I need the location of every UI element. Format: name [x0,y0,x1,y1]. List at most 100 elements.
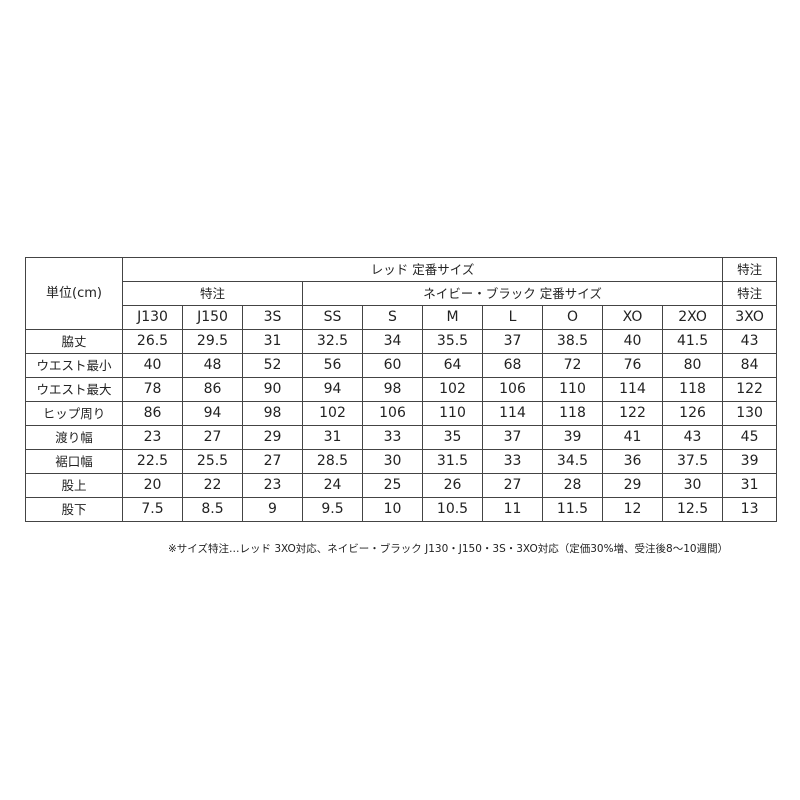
table-cell: 106 [362,401,423,426]
table-cell: 106 [482,377,543,402]
table-cell: 98 [362,377,423,402]
table-cell: 130 [722,401,778,426]
table-cell: 29 [242,425,303,450]
table-cell: 25.5 [182,449,243,474]
table-cell: 43 [661,425,724,450]
table-cell: 12.5 [661,497,724,522]
table-cell: 31.5 [422,449,483,474]
table-cell: 23 [122,425,183,450]
table-row: ヒップ周り 86 94 98 102 106 110 114 118 122 126 130 [25,401,778,426]
table-cell: 30 [362,449,423,474]
table-row: 股下 7.5 8.5 9 9.5 10 10.5 11 11.5 12 12.5 13 [25,497,778,522]
table-cell: 10.5 [422,497,483,522]
table-cell: 60 [362,353,423,378]
table-cell: 126 [661,401,724,426]
group-red-standard: レッド 定番サイズ [121,257,724,282]
table-cell: 94 [302,377,363,402]
table-cell: 7.5 [122,497,183,522]
table-cell: 28.5 [302,449,363,474]
row-label: 渡り幅 [25,425,123,450]
size-header-cell: J130 [122,305,183,330]
table-cell: 122 [722,377,778,402]
table-cell: 122 [602,401,663,426]
table-row: 渡り幅 23 27 29 31 33 35 37 39 41 43 45 [25,425,778,450]
table-cell: 24 [302,473,363,498]
group-special-left: 特注 [122,281,303,306]
table-cell: 23 [242,473,303,498]
table-row: 裾口幅 22.5 25.5 27 28.5 30 31.5 33 34.5 36 37.5 39 [25,449,778,474]
table-cell: 43 [722,329,778,354]
table-cell: 26 [422,473,483,498]
table-cell: 39 [722,449,778,474]
size-header-cell: 3XO [722,305,778,330]
group-navy-black-standard: ネイビー・ブラック 定番サイズ [301,281,724,306]
table-cell: 34 [362,329,423,354]
table-cell: 48 [182,353,243,378]
table-row: ウエスト最小 40 48 52 56 60 64 68 72 76 80 84 [25,353,778,378]
table-cell: 94 [182,401,243,426]
table-cell: 13 [722,497,778,522]
table-cell: 102 [422,377,483,402]
table-cell: 37 [482,425,543,450]
table-cell: 27 [182,425,243,450]
table-cell: 41 [602,425,663,450]
header-row-2: 特注 ネイビー・ブラック 定番サイズ 特注 [26,281,778,306]
table-cell: 9.5 [302,497,363,522]
table-cell: 35.5 [422,329,483,354]
table-cell: 33 [362,425,423,450]
table-cell: 52 [242,353,303,378]
table-cell: 29 [602,473,663,498]
table-cell: 45 [722,425,778,450]
row-label: ウエスト最大 [25,377,123,402]
table-cell: 114 [602,377,663,402]
table-cell: 37.5 [661,449,724,474]
row-label: 脇丈 [25,329,123,354]
table-row: ウエスト最大 78 86 90 94 98 102 106 110 114 118 122 [25,377,778,402]
table-cell: 72 [542,353,603,378]
row-label: 股下 [25,497,123,522]
row-label: 股上 [25,473,123,498]
table-cell: 22.5 [122,449,183,474]
table-cell: 32.5 [302,329,363,354]
table-cell: 38.5 [542,329,603,354]
table-cell: 31 [722,473,778,498]
group-special-right: 特注 [722,281,778,306]
size-header-cell: 3S [242,305,303,330]
group-special-top: 特注 [722,257,778,282]
table-cell: 110 [542,377,603,402]
size-header-cell: S [362,305,423,330]
table-cell: 8.5 [182,497,243,522]
row-label: ヒップ周り [25,401,123,426]
table-cell: 31 [302,425,363,450]
table-cell: 30 [661,473,724,498]
table-cell: 118 [661,377,724,402]
table-cell: 56 [302,353,363,378]
size-header-cell: SS [302,305,363,330]
size-header-cell: XO [602,305,663,330]
table-cell: 36 [602,449,663,474]
table-cell: 31 [242,329,303,354]
table-cell: 35 [422,425,483,450]
table-cell: 114 [482,401,543,426]
size-header-cell: O [542,305,603,330]
table-cell: 20 [122,473,183,498]
table-row: 股上 20 22 23 24 25 26 27 28 29 30 31 [25,473,778,498]
table-cell: 11 [482,497,543,522]
table-cell: 22 [182,473,243,498]
size-header-row: J130 J150 3S SS S M L O XO 2XO 3XO [26,305,778,330]
table-cell: 84 [722,353,778,378]
table-cell: 78 [122,377,183,402]
table-row: 脇丈 26.5 29.5 31 32.5 34 35.5 37 38.5 40 41.5 43 [25,329,778,354]
table-cell: 34.5 [542,449,603,474]
table-cell: 11.5 [542,497,603,522]
table-cell: 12 [602,497,663,522]
table-cell: 68 [482,353,543,378]
footnote: ※サイズ特注…レッド 3XO対応、ネイビー・ブラック J130・J150・3S・… [168,543,729,555]
row-label: 裾口幅 [25,449,123,474]
table-cell: 25 [362,473,423,498]
size-header-cell: L [482,305,543,330]
table-cell: 40 [602,329,663,354]
table-cell: 86 [122,401,183,426]
table-cell: 37 [482,329,543,354]
size-chart-table: 単位(cm) レッド 定番サイズ 特注 特注 ネイビー・ブラック 定番サイズ 特… [25,257,778,522]
